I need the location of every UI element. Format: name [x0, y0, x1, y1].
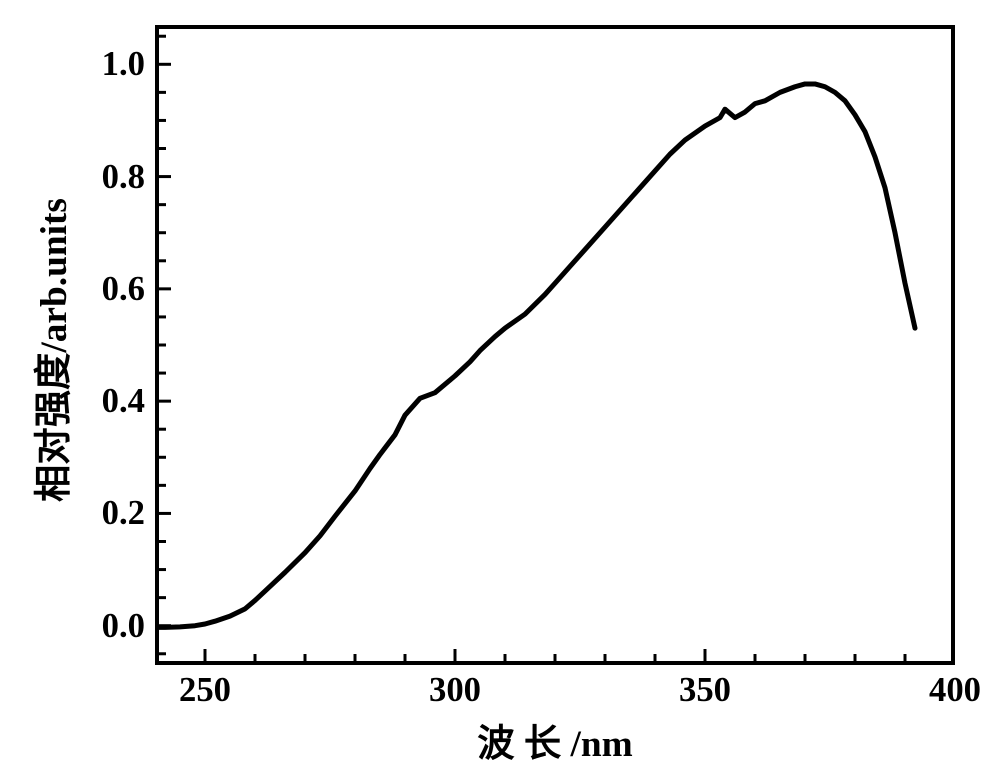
y-axis-label: 相对强度/arb.units: [23, 140, 77, 560]
x-tick-label: 400: [915, 671, 995, 710]
y-tick-label: 0.0: [102, 606, 145, 646]
x-tick-label: 250: [165, 671, 245, 710]
y-tick-label: 1.0: [102, 44, 145, 84]
y-tick-label: 0.2: [102, 493, 145, 533]
x-tick-label: 350: [665, 671, 745, 710]
y-tick-label: 0.6: [102, 269, 145, 309]
x-tick-label: 300: [415, 671, 495, 710]
plot-area: [155, 25, 955, 665]
x-axis-label: 波 长 /nm: [405, 713, 705, 767]
y-tick-label: 0.4: [102, 381, 145, 421]
y-tick-label: 0.8: [102, 157, 145, 197]
spectrum-chart: 相对强度/arb.units 波 长 /nm 250 300 350 400 0.0 0.…: [0, 0, 1000, 774]
plot-svg: [155, 25, 955, 665]
